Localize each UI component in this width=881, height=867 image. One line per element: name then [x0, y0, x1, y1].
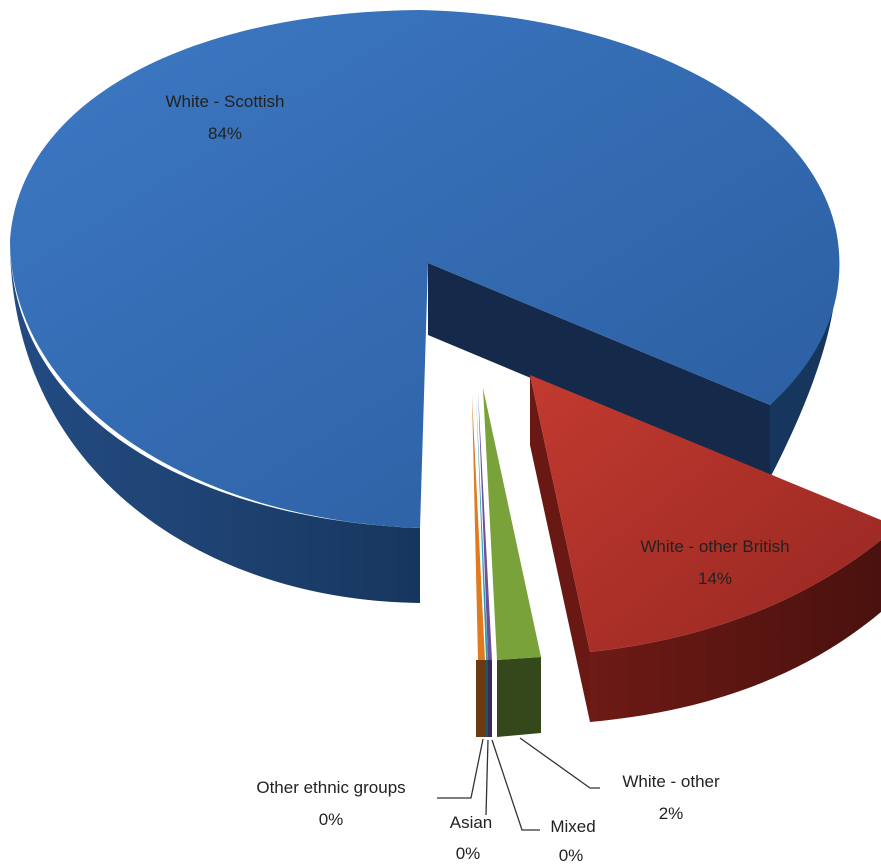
label-white-other: White - other: [622, 772, 720, 791]
slice-asian-top: [476, 392, 488, 660]
slice-mixed-side: [488, 660, 492, 737]
slice-asian-side: [485, 660, 488, 737]
slice-white-other-british-top: [530, 375, 881, 652]
slice-white-other-british-inner-wall: [530, 375, 590, 722]
label-white-scottish: White - Scottish: [165, 92, 284, 111]
slice-white-scottish-side: [10, 240, 420, 603]
slice-other-ethnic-groups-side: [476, 660, 485, 737]
slice-mixed: [478, 390, 492, 737]
label-white-other-british: White - other British: [640, 537, 789, 556]
slice-white-scottish-inner-wall: [428, 263, 770, 478]
slice-other-ethnic-groups-top: [472, 395, 485, 660]
label-other-ethnic-groups: Other ethnic groups: [256, 778, 405, 797]
leader-line-other-ethnic-groups: [437, 738, 484, 799]
slice-mixed-top: [478, 390, 492, 660]
label-asian: Asian: [450, 813, 493, 832]
leader-line-mixed: [491, 739, 540, 831]
value-white-other-british: 14%: [698, 569, 732, 588]
value-asian: 0%: [456, 844, 481, 863]
value-mixed: 0%: [559, 846, 584, 865]
slice-asian: [476, 392, 488, 737]
leader-line-white-other: [519, 737, 600, 789]
slice-other-ethnic-groups: [472, 395, 485, 737]
slice-white-other: [483, 388, 541, 737]
slice-white-scottish-side-right: [770, 265, 837, 478]
slice-white-scottish: [10, 10, 840, 603]
slice-white-scottish-top: [10, 10, 840, 528]
slice-white-other-british: [530, 375, 881, 722]
value-other-ethnic-groups: 0%: [319, 810, 344, 829]
slice-white-other-british-side: [590, 540, 881, 722]
value-white-other: 2%: [659, 804, 684, 823]
slice-white-other-top: [483, 388, 541, 660]
label-mixed: Mixed: [550, 817, 595, 836]
value-white-scottish: 84%: [208, 124, 242, 143]
slice-white-other-side: [497, 657, 541, 737]
leader-line-asian: [485, 739, 489, 816]
